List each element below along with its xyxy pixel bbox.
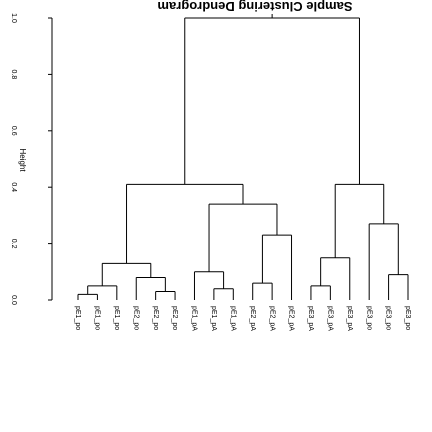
leaf-label: pE2_pA (288, 306, 295, 331)
leaf-label: pE1_po (74, 306, 81, 330)
leaf-label: pE3_po (404, 306, 411, 330)
leaf-label: pE3_pA (327, 306, 334, 331)
y-tick-label: 0.8 (10, 70, 17, 80)
leaf-label: pE1_po (113, 306, 120, 330)
leaf-label: pE2_pA (268, 306, 275, 331)
y-tick-label: 0.4 (10, 182, 17, 192)
leaf-label: pE1_pA (191, 306, 198, 331)
leaf-label: pE3_po (365, 306, 372, 330)
leaf-label: pE2_po (152, 306, 159, 330)
leaf-label: pE2_po (171, 306, 178, 330)
leaf-label: pE3_pA (346, 306, 353, 331)
leaf-label: pE1_pA (229, 306, 236, 331)
y-tick-label: 1.0 (10, 13, 17, 23)
y-tick-label: 0.0 (10, 295, 17, 305)
y-axis-label: Height (18, 148, 27, 172)
leaf-label: pE3_po (385, 306, 392, 330)
leaf-label: pE1_pA (210, 306, 217, 331)
leaf-label: pE2_po (132, 306, 139, 330)
leaf-label: pE1_po (94, 306, 101, 330)
y-tick-label: 0.6 (10, 126, 17, 136)
leaf-label: pE2_pA (249, 306, 256, 331)
chart-title: Sample Clustering Dendrogram (157, 0, 352, 14)
y-tick-label: 0.2 (10, 239, 17, 249)
leaf-label: pE3_pA (307, 306, 314, 331)
